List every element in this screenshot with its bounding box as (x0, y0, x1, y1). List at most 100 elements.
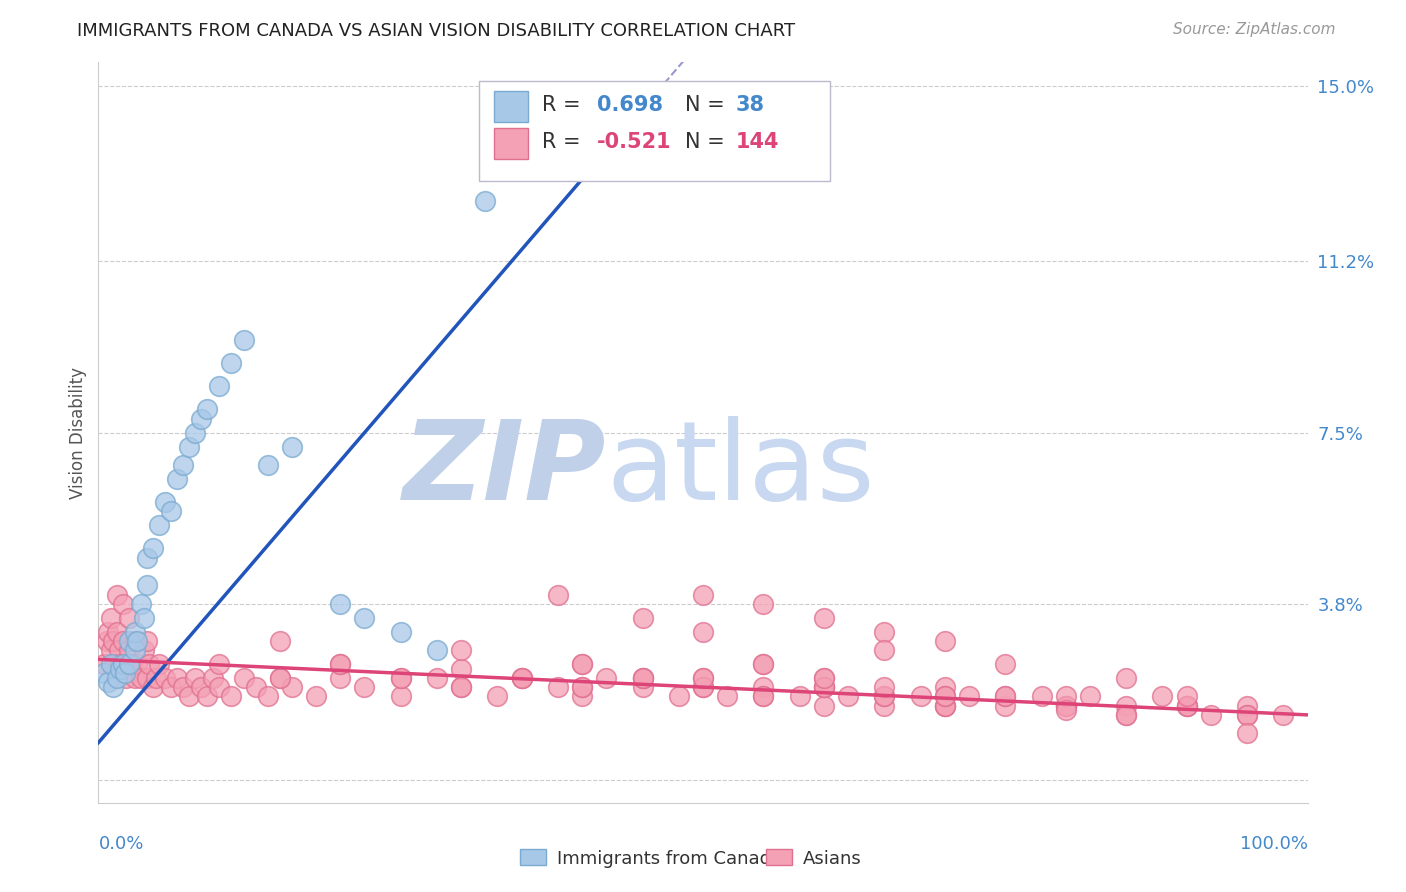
Point (631, 680, 654, 694)
Point (450, 662, 472, 676)
Point (256, 690, 278, 704)
Point (1199, 707, 1222, 722)
Point (571, 680, 593, 694)
Point (547, 588, 569, 602)
Point (1236, 726, 1258, 740)
Text: 144: 144 (735, 132, 779, 153)
Text: N =: N = (685, 132, 731, 153)
Point (100, 643, 122, 657)
Point (692, 624, 714, 639)
Point (179, 440, 201, 454)
Point (873, 624, 896, 639)
Point (813, 680, 835, 694)
Point (281, 680, 304, 694)
Point (510, 671, 533, 685)
Point (172, 680, 194, 694)
Point (571, 690, 593, 704)
Point (934, 698, 956, 713)
Point (129, 597, 152, 611)
Text: Source: ZipAtlas.com: Source: ZipAtlas.com (1173, 22, 1336, 37)
Point (179, 690, 201, 704)
Point (269, 671, 291, 685)
Point (208, 680, 231, 694)
Text: 100.0%: 100.0% (1240, 835, 1308, 853)
Point (190, 680, 212, 694)
Point (789, 690, 811, 704)
Point (692, 671, 714, 685)
Point (813, 610, 835, 624)
Point (105, 588, 128, 602)
Point (105, 624, 128, 639)
Point (547, 680, 569, 694)
Point (752, 657, 775, 671)
Point (269, 633, 291, 648)
Point (752, 690, 775, 704)
Point (184, 425, 207, 440)
Point (96, 633, 118, 648)
Text: atlas: atlas (606, 417, 875, 523)
Point (135, 671, 157, 685)
Point (752, 680, 775, 694)
Point (135, 578, 157, 592)
Text: -0.521: -0.521 (596, 132, 671, 153)
Point (994, 657, 1017, 671)
Point (166, 472, 188, 486)
Point (97, 624, 120, 639)
Point (129, 671, 152, 685)
Point (101, 633, 124, 648)
Point (450, 680, 472, 694)
Point (994, 690, 1017, 704)
Point (195, 690, 218, 704)
Point (1115, 707, 1137, 722)
Point (142, 541, 165, 556)
Point (668, 690, 690, 704)
Point (93, 657, 115, 671)
Point (124, 643, 146, 657)
Point (631, 671, 654, 685)
Point (135, 550, 157, 565)
Point (97, 675, 120, 690)
Point (353, 680, 375, 694)
Point (115, 671, 138, 685)
Point (873, 690, 896, 704)
Point (389, 671, 412, 685)
Point (486, 690, 509, 704)
Point (1115, 671, 1137, 685)
Text: 0.0%: 0.0% (98, 835, 143, 853)
Point (873, 643, 896, 657)
Point (813, 680, 835, 694)
Point (934, 698, 956, 713)
Point (631, 610, 654, 624)
Point (121, 657, 143, 671)
Point (752, 597, 775, 611)
Point (118, 610, 141, 624)
Point (127, 657, 149, 671)
Point (873, 690, 896, 704)
Point (934, 633, 956, 648)
Point (752, 690, 775, 704)
Point (100, 610, 122, 624)
Text: IMMIGRANTS FROM CANADA VS ASIAN VISION DISABILITY CORRELATION CHART: IMMIGRANTS FROM CANADA VS ASIAN VISION D… (77, 22, 796, 40)
Point (153, 495, 176, 509)
Point (232, 671, 254, 685)
Point (138, 657, 160, 671)
Point (1236, 698, 1258, 713)
Point (108, 657, 131, 671)
Point (1175, 698, 1198, 713)
FancyBboxPatch shape (479, 81, 830, 181)
Point (1236, 707, 1258, 722)
Text: ZIP: ZIP (402, 417, 606, 523)
Point (510, 671, 533, 685)
Point (256, 458, 278, 472)
Point (426, 643, 449, 657)
Point (934, 698, 956, 713)
Point (101, 680, 124, 694)
Text: Asians: Asians (803, 850, 862, 868)
Point (305, 690, 328, 704)
Point (245, 680, 267, 694)
Point (1054, 698, 1077, 713)
Point (957, 690, 980, 704)
Point (595, 671, 617, 685)
Point (118, 657, 141, 671)
Point (111, 657, 134, 671)
